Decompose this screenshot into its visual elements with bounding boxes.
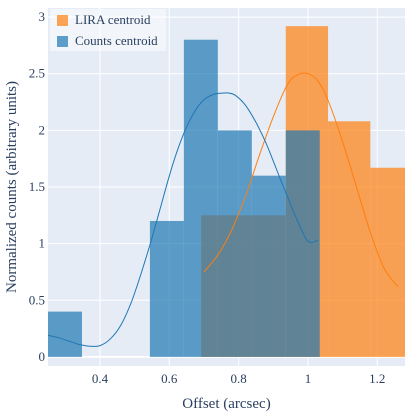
histogram-bar[interactable] xyxy=(251,175,286,357)
y-tick-label: 0 xyxy=(39,349,46,364)
kde-curve-0 xyxy=(203,72,399,288)
y-tick-label: 1.5 xyxy=(29,179,45,194)
y-tick-label: 2.5 xyxy=(29,66,45,81)
legend-swatch xyxy=(57,36,68,47)
histogram-bar[interactable] xyxy=(149,220,184,357)
histogram-bar[interactable] xyxy=(217,130,252,357)
x-tick-label: 0.6 xyxy=(161,371,178,386)
y-tick-label: 1 xyxy=(39,236,46,251)
histogram-bar[interactable] xyxy=(285,130,320,357)
legend-item[interactable]: Counts centroid xyxy=(57,33,158,48)
histogram-bar[interactable] xyxy=(183,39,218,357)
legend-label: Counts centroid xyxy=(75,33,158,48)
legend-swatch xyxy=(57,15,68,26)
legend-label: LIRA centroid xyxy=(75,12,151,27)
y-tick-label: 3 xyxy=(39,9,46,24)
x-tick-label: 1 xyxy=(305,371,312,386)
axis-ticks: 0.4 0.6 0.8 1 1.2 0 0.5 1 1.5 2 2.5 3 xyxy=(29,9,386,386)
kde-curve-1 xyxy=(47,92,319,347)
kde-curves xyxy=(47,72,399,347)
x-tick-label: 1.2 xyxy=(369,371,385,386)
y-tick-label: 0.5 xyxy=(29,292,45,307)
series-bars-1 xyxy=(48,39,320,357)
legend-item[interactable]: LIRA centroid xyxy=(57,12,151,27)
y-tick-label: 2 xyxy=(39,122,46,137)
legend-box xyxy=(50,9,166,51)
histogram-bars xyxy=(48,26,405,357)
histogram-bar[interactable] xyxy=(370,167,405,357)
legend[interactable]: LIRA centroid Counts centroid xyxy=(50,9,166,51)
x-axis-title: Offset (arcsec) xyxy=(182,396,270,412)
y-axis-title: Normalized counts (arbitrary units) xyxy=(4,81,20,293)
x-tick-label: 0.8 xyxy=(231,371,247,386)
x-tick-label: 0.4 xyxy=(92,371,109,386)
histogram-bar[interactable] xyxy=(328,121,371,357)
histogram-bar[interactable] xyxy=(48,311,82,357)
